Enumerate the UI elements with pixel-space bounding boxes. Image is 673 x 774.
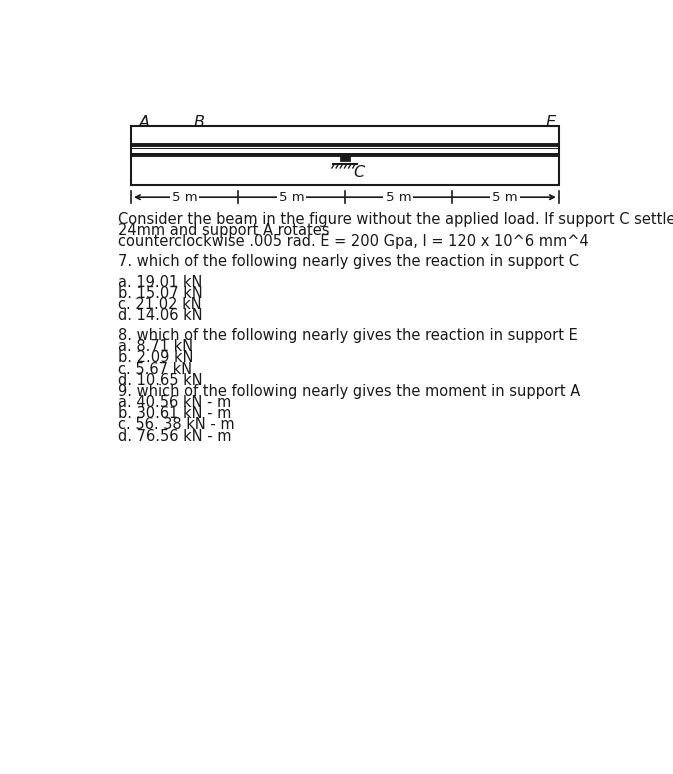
Text: a. 19.01 kN: a. 19.01 kN [118, 275, 203, 289]
Text: Consider the beam in the figure without the applied load. If support C settles: Consider the beam in the figure without … [118, 212, 673, 227]
Text: d. 10.65 kN: d. 10.65 kN [118, 373, 203, 388]
Text: 24mm and support A rotates: 24mm and support A rotates [118, 223, 330, 238]
Text: b. 2.09 kN: b. 2.09 kN [118, 351, 194, 365]
Text: C: C [354, 165, 365, 180]
Text: 5 m: 5 m [279, 190, 304, 204]
Text: 5 m: 5 m [493, 190, 518, 204]
Text: 9. which of the following nearly gives the moment in support A: 9. which of the following nearly gives t… [118, 384, 580, 399]
Text: 7. which of the following nearly gives the reaction in support C: 7. which of the following nearly gives t… [118, 255, 579, 269]
Text: b. 30.61 kN - m: b. 30.61 kN - m [118, 406, 232, 421]
Text: c. 56. 38 kN - m: c. 56. 38 kN - m [118, 417, 235, 433]
Text: 5 m: 5 m [172, 190, 197, 204]
Text: B: B [194, 115, 205, 131]
Text: A: A [139, 115, 150, 131]
Text: 5 m: 5 m [386, 190, 411, 204]
Text: 8. which of the following nearly gives the reaction in support E: 8. which of the following nearly gives t… [118, 328, 578, 343]
Text: b. 15.07 kN: b. 15.07 kN [118, 286, 203, 301]
Bar [341, 156, 349, 162]
Text: a. 40.56 kN - m: a. 40.56 kN - m [118, 395, 232, 410]
Text: a. 8.71 kN: a. 8.71 kN [118, 339, 193, 354]
Text: d. 14.06 kN: d. 14.06 kN [118, 308, 203, 323]
Text: E: E [546, 115, 556, 131]
Text: c. 5.67 kN: c. 5.67 kN [118, 361, 192, 377]
Text: d. 76.56 kN - m: d. 76.56 kN - m [118, 429, 232, 444]
Text: counterclockwise .005 rad. E = 200 Gpa, I = 120 x 10^6 mm^4: counterclockwise .005 rad. E = 200 Gpa, … [118, 235, 589, 249]
Text: c. 21.02 kN: c. 21.02 kN [118, 297, 202, 312]
Bar [131, 125, 559, 185]
